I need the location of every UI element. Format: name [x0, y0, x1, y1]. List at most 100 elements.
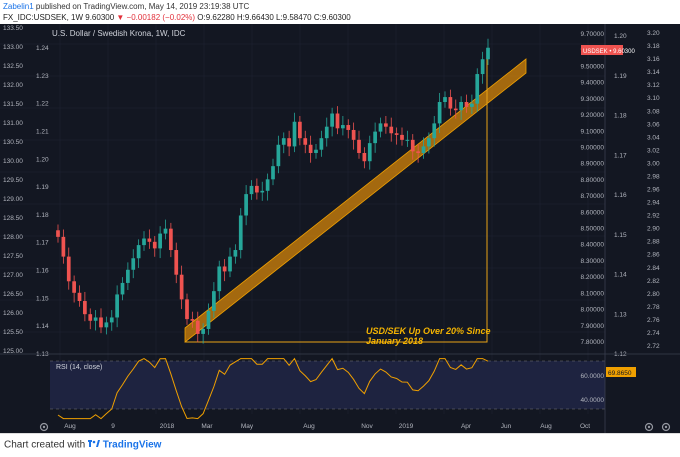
- candle-body: [410, 139, 415, 152]
- candle-body: [265, 179, 270, 191]
- left-axis-tick: 131.00: [3, 120, 23, 127]
- candle-body: [303, 138, 308, 145]
- price-axis-tick: 9.70000: [581, 31, 605, 38]
- rsi-band: [50, 361, 605, 409]
- candle-body: [384, 123, 388, 127]
- left-axis-tick: 132.50: [3, 63, 23, 70]
- axis3-tick: 2.88: [647, 239, 660, 246]
- publish-info: Zabelin1 published on TradingView.com, M…: [3, 2, 249, 11]
- footer-prefix: Chart created with: [4, 439, 86, 451]
- time-axis[interactable]: Aug 9 2018 Mar May Aug Nov 2019 Apr Jun Aug Oct: [64, 423, 590, 430]
- price-axis-tick: 8.50000: [581, 226, 605, 233]
- candle-body: [271, 166, 275, 180]
- candle-body: [427, 138, 431, 147]
- candle-body: [448, 97, 453, 109]
- tradingview-logo-icon: [87, 439, 100, 451]
- settings-gear-icon[interactable]: [39, 422, 49, 432]
- price-axis-tick: 8.60000: [581, 209, 605, 216]
- price-axis-tick: 9.50000: [581, 63, 605, 70]
- candle-body: [244, 194, 248, 216]
- candle-body: [179, 274, 184, 300]
- left-axis-tick: 131.50: [3, 101, 23, 108]
- candle-body: [453, 108, 458, 111]
- candle-body: [308, 144, 313, 153]
- candle-body: [341, 125, 345, 129]
- last-price: 9.60300: [85, 13, 115, 22]
- axis3-tick: 3.12: [647, 82, 660, 89]
- chart-grid: [0, 24, 605, 414]
- candle-body: [201, 328, 205, 334]
- axis3-tick: 3.20: [647, 30, 660, 37]
- left-axis-tick: 132.00: [3, 82, 23, 89]
- candle-body: [169, 228, 173, 251]
- price-axis-tick: 7.80000: [581, 339, 605, 346]
- annotation-line1: USD/SEK Up Over 20% Since: [366, 326, 491, 336]
- published-text: published on TradingView.com, May 14, 20…: [35, 2, 250, 11]
- candle-body: [443, 97, 447, 103]
- inner-axis-tick: 1.24: [36, 45, 49, 52]
- chart-panel[interactable]: 133.50 133.00 132.50 132.00 131.50 131.00 130.…: [0, 24, 680, 433]
- price-axis-tick: 7.90000: [581, 323, 605, 330]
- candle-body: [206, 310, 211, 329]
- axis2-tick: 1.20: [614, 33, 627, 40]
- candle-body: [228, 256, 232, 272]
- candle-body: [400, 134, 404, 140]
- axis3-tick: 3.10: [647, 95, 660, 102]
- candle-body: [459, 102, 463, 111]
- rsi-axis-tick: 40.0000: [581, 397, 605, 404]
- left-price-axis: 133.50 133.00 132.50 132.00 131.50 131.00 130.…: [3, 25, 23, 355]
- candle-body: [109, 317, 114, 323]
- time-axis-tick: Aug: [64, 423, 76, 430]
- chart-settings-icon[interactable]: [644, 422, 654, 432]
- inner-axis-tick: 1.15: [36, 295, 49, 302]
- axis3-tick: 2.82: [647, 278, 660, 285]
- candle-body: [416, 151, 420, 153]
- axis3-tick: 3.02: [647, 147, 660, 154]
- candle-body: [319, 138, 324, 150]
- author-link[interactable]: Zabelin1: [3, 2, 34, 11]
- chart-title: U.S. Dollar / Swedish Krona, 1W, IDC: [52, 29, 186, 38]
- candle-body: [163, 228, 168, 234]
- uptrend-channel: [184, 58, 527, 343]
- axis3-tick: 2.72: [647, 343, 660, 350]
- candle-body: [61, 236, 66, 257]
- axis3-tick: 2.90: [647, 226, 660, 233]
- right-axis-3: 3.20 3.18 3.16 3.14 3.12 3.10 3.08 3.06 3.04 3.02…: [647, 30, 660, 350]
- candle-body: [389, 126, 394, 134]
- price-axis-tick: 8.20000: [581, 274, 605, 281]
- time-axis-tick: Nov: [361, 423, 373, 430]
- candle-body: [126, 269, 130, 283]
- candle-body: [72, 281, 76, 293]
- candle-body: [93, 317, 98, 321]
- time-axis-tick: 9: [111, 423, 115, 430]
- price-badge: USDSEK • 9.60300: [583, 49, 635, 55]
- axis3-tick: 3.00: [647, 160, 660, 167]
- left-axis-tick: 127.00: [3, 272, 23, 279]
- candle-body: [470, 103, 474, 107]
- candle-body: [480, 59, 485, 75]
- inner-axis-tick: 1.13: [36, 351, 49, 358]
- price-chart[interactable]: 133.50 133.00 132.50 132.00 131.50 131.00 130.…: [0, 24, 680, 433]
- footer-logo[interactable]: Chart created with TradingView: [4, 439, 161, 451]
- left-axis-tick: 125.50: [3, 329, 23, 336]
- inner-axis-tick: 1.16: [36, 268, 49, 275]
- ohlc-values: O:9.62280 H:9.66430 L:9.58470 C:9.60300: [197, 13, 351, 22]
- candle-body: [437, 102, 442, 124]
- price-axis-tick: 8.00000: [581, 307, 605, 314]
- candle-body: [260, 190, 265, 193]
- candle-body: [314, 149, 318, 153]
- candle-body: [115, 294, 119, 318]
- right-price-axis[interactable]: 9.700009.600009.500009.400009.300009.200…: [581, 31, 605, 346]
- scroll-right-icon[interactable]: [661, 422, 671, 432]
- axis3-tick: 2.80: [647, 291, 660, 298]
- right-axis-2: 1.20 1.19 1.18 1.17 1.16 1.15 1.14 1.13 1.12: [614, 33, 627, 358]
- left-axis-tick: 127.50: [3, 253, 23, 260]
- rsi-badge-bg: [606, 367, 636, 377]
- time-axis-tick: 2018: [160, 423, 175, 430]
- price-axis-tick: 9.10000: [581, 128, 605, 135]
- candle-body: [56, 230, 60, 237]
- axis3-tick: 2.96: [647, 187, 660, 194]
- axis2-tick: 1.12: [614, 351, 627, 358]
- axis3-tick: 2.74: [647, 330, 660, 337]
- candle-body: [136, 245, 141, 259]
